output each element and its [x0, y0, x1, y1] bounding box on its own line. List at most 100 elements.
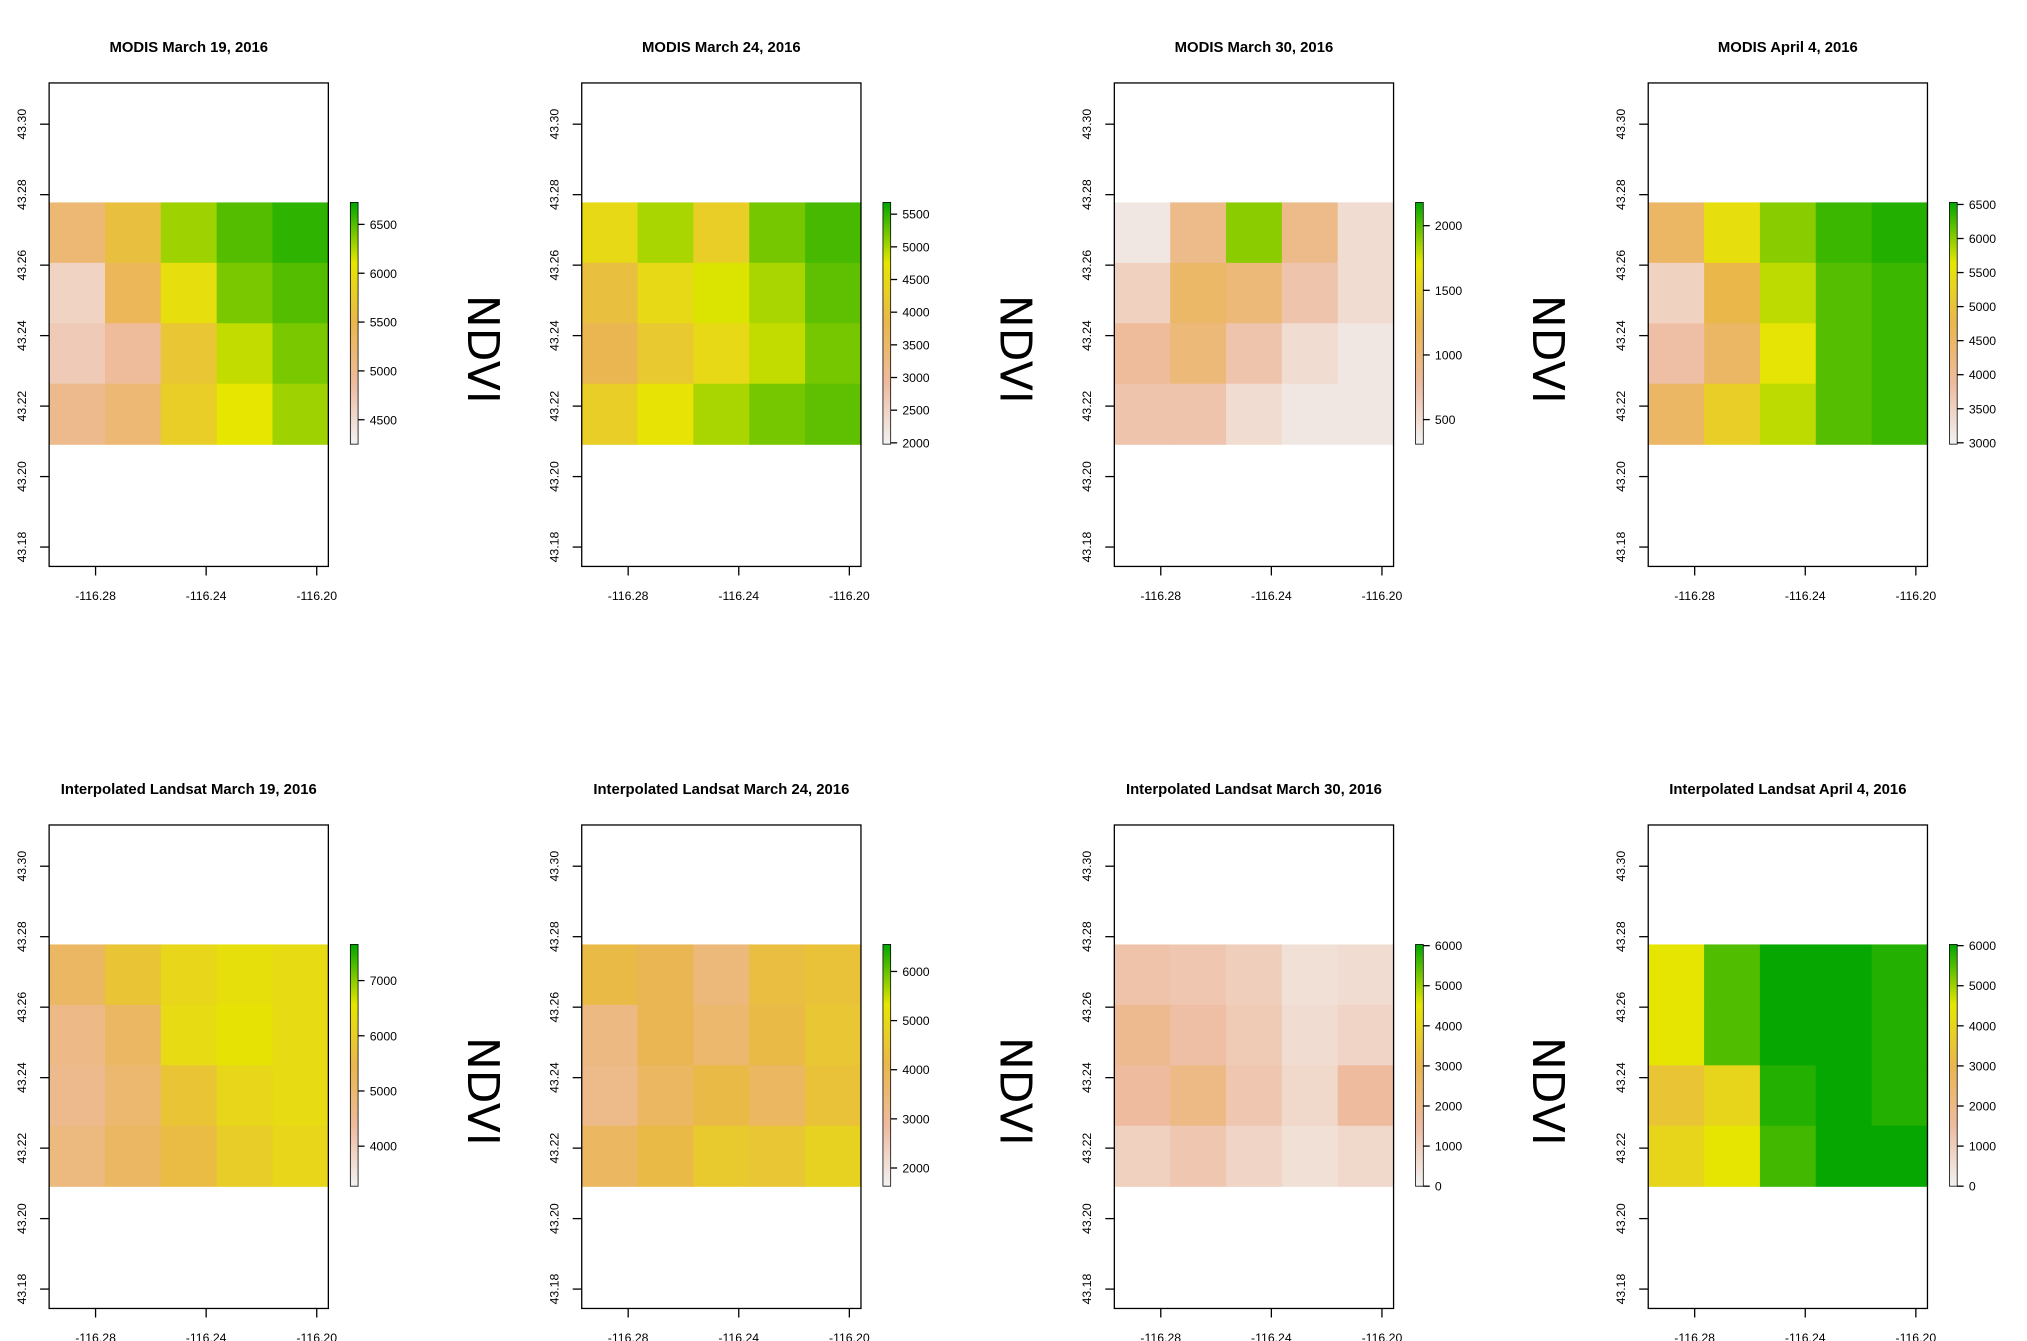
raster-cell: [1281, 262, 1339, 324]
colorbar-tick-label: 6500: [1969, 198, 1996, 212]
raster-cell: [104, 262, 162, 324]
raster-cell: [1815, 383, 1873, 445]
colorbar-tick-label: 5500: [902, 208, 929, 222]
x-tick-label: -116.28: [75, 589, 116, 603]
raster-cell: [581, 202, 639, 264]
colorbar-tick-label: 6000: [1435, 939, 1462, 953]
colorbar-tick-label: 2000: [902, 1162, 929, 1176]
raster-cell: [637, 1065, 695, 1127]
plot-frame: [1113, 824, 1395, 1310]
y-tick-label: 43.18: [1614, 532, 1628, 563]
x-tick-label: -116.20: [296, 1331, 337, 1341]
raster-cell: [1226, 1004, 1283, 1066]
raster-cell: [805, 1125, 862, 1187]
plot-frame: [48, 82, 329, 568]
colorbar-label: NDVI: [457, 295, 508, 404]
x-tick-label: -116.20: [1895, 589, 1936, 603]
raster-cell: [805, 1004, 862, 1066]
raster-cell: [216, 1125, 274, 1187]
y-tick-label: 43.28: [1080, 179, 1094, 210]
raster-cell: [49, 944, 106, 1006]
raster-cell: [1337, 383, 1395, 445]
plot-frame: [1113, 82, 1395, 568]
y-tick-label: 43.20: [547, 461, 561, 492]
panel-title: Interpolated Landsat April 4, 2016: [1669, 782, 1906, 798]
y-tick-label: 43.20: [1614, 461, 1628, 492]
y-tick-label: 43.18: [547, 532, 561, 563]
raster-cell: [1114, 383, 1171, 445]
colorbar-tick-label: 3000: [1435, 1059, 1462, 1073]
x-tick-label: -116.24: [186, 589, 227, 603]
y-tick-label: 43.30: [1080, 851, 1094, 882]
y-tick-label: 43.28: [15, 921, 29, 952]
raster-cell: [1759, 1004, 1817, 1066]
raster-cell: [1114, 323, 1171, 385]
raster-cell: [104, 1125, 162, 1187]
raster-cell: [1871, 944, 1929, 1006]
raster-cell: [1871, 383, 1929, 445]
colorbar-tick-label: 4000: [902, 306, 929, 320]
colorbar-tick-label: 2000: [1435, 219, 1462, 233]
y-tick-label: 43.30: [1080, 109, 1094, 140]
colorbar-tick-label: 4000: [1969, 1019, 1996, 1033]
colorbar: [1415, 944, 1424, 1187]
raster-cell: [637, 202, 695, 264]
raster-cell: [1871, 1065, 1929, 1127]
raster-cell: [160, 383, 218, 445]
plot-frame: [581, 82, 862, 568]
colorbar-tick-label: 2000: [902, 436, 929, 450]
raster-cell: [581, 944, 639, 1006]
colorbar: [882, 944, 892, 1187]
raster-cell: [749, 262, 806, 324]
raster-cell: [749, 323, 806, 385]
raster-cell: [1871, 1004, 1929, 1066]
raster-cell: [104, 383, 162, 445]
panel: Interpolated Landsat April 4, 2016 -116.2…: [1614, 782, 1996, 1341]
raster-cell: [216, 1065, 274, 1127]
raster-cell: [272, 202, 329, 264]
colorbar-tick-label: 7000: [370, 974, 397, 988]
colorbar-tick-label: 2000: [1969, 1100, 1996, 1114]
y-tick-label: 43.30: [15, 851, 29, 882]
raster-cell: [749, 202, 806, 264]
y-tick-label: 43.26: [15, 250, 29, 281]
colorbar-tick-label: 0: [1969, 1180, 1976, 1194]
raster-cell: [1871, 202, 1929, 264]
x-tick-label: -116.20: [829, 1331, 870, 1341]
y-tick-label: 43.28: [1614, 921, 1628, 952]
plot-frame: [1647, 824, 1929, 1310]
raster-cell: [805, 202, 862, 264]
y-tick-label: 43.22: [547, 391, 561, 422]
raster-cell: [272, 323, 329, 385]
raster-cell: [1337, 202, 1395, 264]
colorbar-tick-label: 4000: [902, 1063, 929, 1077]
raster-cell: [1337, 1065, 1395, 1127]
y-tick-label: 43.20: [1080, 1203, 1094, 1234]
y-tick-label: 43.26: [547, 992, 561, 1023]
raster-cell: [1759, 1125, 1817, 1187]
raster-cell: [1114, 202, 1171, 264]
raster-cell: [1337, 323, 1395, 385]
x-tick-label: -116.24: [718, 589, 759, 603]
raster-cell: [805, 944, 862, 1006]
colorbar: [1949, 944, 1958, 1187]
raster-cell: [581, 1004, 639, 1066]
colorbar-tick-label: 6000: [370, 267, 397, 281]
raster-cell: [1648, 323, 1705, 385]
x-tick-label: -116.28: [608, 589, 649, 603]
colorbar-tick-label: 3000: [1969, 436, 1996, 450]
colorbar-label: NDVI: [457, 1037, 508, 1146]
y-tick-label: 43.18: [15, 532, 29, 563]
colorbar-tick-label: 4500: [902, 273, 929, 287]
raster-cell: [1226, 1125, 1283, 1187]
raster-cell: [805, 1065, 862, 1127]
raster-cell: [1226, 1065, 1283, 1127]
raster-cell: [160, 1125, 218, 1187]
y-tick-label: 43.18: [1080, 532, 1094, 563]
x-tick-label: -116.20: [1362, 1331, 1403, 1341]
y-tick-label: 43.22: [1614, 1133, 1628, 1164]
x-tick-label: -116.20: [829, 589, 870, 603]
y-tick-label: 43.24: [1614, 320, 1628, 351]
y-tick-label: 43.26: [547, 250, 561, 281]
colorbar-tick-label: 4000: [370, 1140, 397, 1154]
